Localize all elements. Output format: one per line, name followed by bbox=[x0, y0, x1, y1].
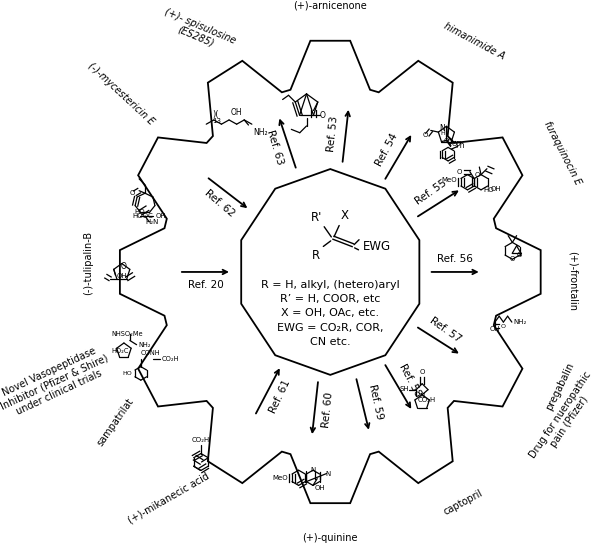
Text: O: O bbox=[475, 172, 480, 178]
Text: O: O bbox=[129, 190, 135, 196]
Text: O: O bbox=[420, 370, 425, 376]
Text: Ref. 60: Ref. 60 bbox=[321, 391, 335, 428]
Text: CO₂H: CO₂H bbox=[417, 397, 436, 403]
Text: Ref. 20: Ref. 20 bbox=[188, 280, 223, 290]
Text: H₂N: H₂N bbox=[145, 219, 158, 225]
Text: SH: SH bbox=[400, 386, 409, 392]
Text: Ref. 59: Ref. 59 bbox=[367, 383, 384, 420]
Text: R’ = H, COOR, etc: R’ = H, COOR, etc bbox=[280, 294, 380, 304]
Text: EWG: EWG bbox=[362, 240, 391, 253]
Text: HO: HO bbox=[483, 187, 494, 193]
Text: O: O bbox=[501, 324, 506, 329]
Text: himanimide A: himanimide A bbox=[442, 21, 506, 62]
Text: O: O bbox=[452, 141, 457, 147]
Text: Ref. 57: Ref. 57 bbox=[428, 315, 463, 344]
Text: NH₂: NH₂ bbox=[514, 319, 527, 325]
Text: O: O bbox=[423, 132, 429, 138]
Text: captopril: captopril bbox=[442, 488, 485, 517]
Text: X = OH, OAc, etc.: X = OH, OAc, etc. bbox=[281, 308, 379, 318]
Polygon shape bbox=[120, 41, 541, 503]
Text: CONH: CONH bbox=[141, 350, 160, 356]
Text: sampatrilat: sampatrilat bbox=[95, 396, 135, 447]
Text: O: O bbox=[444, 138, 449, 144]
Text: CN etc.: CN etc. bbox=[310, 337, 350, 347]
Text: OH: OH bbox=[116, 273, 127, 279]
Text: X: X bbox=[341, 209, 349, 222]
Text: R': R' bbox=[311, 211, 322, 223]
Text: EWG = CO₂R, COR,: EWG = CO₂R, COR, bbox=[277, 323, 383, 332]
Text: HOOC: HOOC bbox=[132, 213, 153, 219]
Text: pregabalin: pregabalin bbox=[544, 361, 576, 412]
Text: HO: HO bbox=[123, 371, 132, 376]
Text: OH: OH bbox=[231, 107, 243, 117]
Text: Ref. 56: Ref. 56 bbox=[437, 254, 473, 264]
Text: Ph: Ph bbox=[456, 141, 465, 150]
Text: R: R bbox=[312, 249, 320, 262]
Text: NHSO₂Me: NHSO₂Me bbox=[111, 331, 143, 337]
Text: )(: )( bbox=[213, 110, 219, 119]
Text: CO₂H: CO₂H bbox=[192, 437, 210, 443]
Text: HO₂C: HO₂C bbox=[111, 348, 129, 354]
Text: (+)-quinine: (+)-quinine bbox=[303, 533, 358, 543]
Text: MeO: MeO bbox=[441, 177, 456, 183]
Text: Novel Vasopeptidase
Inhibitor (Pfizer & Shire)
under clinical trials: Novel Vasopeptidase Inhibitor (Pfizer & … bbox=[0, 342, 115, 422]
Text: N: N bbox=[311, 467, 315, 473]
Text: Ref. 63: Ref. 63 bbox=[265, 129, 285, 166]
Text: 13: 13 bbox=[212, 118, 221, 124]
Text: HO: HO bbox=[135, 209, 145, 215]
Text: O: O bbox=[457, 168, 462, 175]
Text: X: X bbox=[362, 227, 369, 237]
Text: OH: OH bbox=[490, 185, 501, 191]
Text: OH: OH bbox=[489, 326, 500, 332]
Text: Ref. 58: Ref. 58 bbox=[397, 362, 423, 398]
Text: Ref. 53: Ref. 53 bbox=[326, 116, 339, 153]
Text: OH: OH bbox=[314, 485, 325, 491]
Text: O: O bbox=[120, 262, 126, 271]
Text: (+)-arnicenone: (+)-arnicenone bbox=[293, 1, 367, 11]
Text: (-)-tulipalin-B: (-)-tulipalin-B bbox=[82, 231, 93, 295]
Text: NH₂: NH₂ bbox=[253, 129, 268, 137]
Polygon shape bbox=[241, 169, 420, 375]
Text: H: H bbox=[440, 131, 445, 136]
Text: R = H, alkyl, (hetero)aryl: R = H, alkyl, (hetero)aryl bbox=[261, 280, 400, 290]
Text: N: N bbox=[326, 470, 330, 476]
Text: N: N bbox=[439, 124, 445, 134]
Text: furaquinocin E: furaquinocin E bbox=[542, 120, 583, 187]
Text: CO₂H: CO₂H bbox=[162, 356, 179, 362]
Text: Ref. 54: Ref. 54 bbox=[374, 132, 400, 168]
Text: (+)-frontalin: (+)-frontalin bbox=[568, 251, 578, 311]
Text: Ref. 55: Ref. 55 bbox=[414, 178, 449, 207]
Text: N: N bbox=[420, 393, 425, 399]
Text: O: O bbox=[510, 256, 515, 262]
Text: O: O bbox=[517, 252, 523, 258]
Text: (+)-mikanecic acid: (+)-mikanecic acid bbox=[127, 471, 211, 525]
Text: (+)- spisulosine
(ES285): (+)- spisulosine (ES285) bbox=[159, 7, 237, 56]
Text: O: O bbox=[320, 111, 326, 120]
Text: Ref. 61: Ref. 61 bbox=[267, 379, 292, 415]
Text: MeO: MeO bbox=[273, 475, 288, 481]
Text: (-)-mycestericin E: (-)-mycestericin E bbox=[87, 60, 157, 127]
Text: NH₂: NH₂ bbox=[138, 342, 150, 348]
Text: OH: OH bbox=[156, 213, 167, 219]
Text: Drug for nueropathic
pain (Pfizer): Drug for nueropathic pain (Pfizer) bbox=[527, 370, 602, 467]
Text: Ref. 62: Ref. 62 bbox=[203, 188, 237, 219]
